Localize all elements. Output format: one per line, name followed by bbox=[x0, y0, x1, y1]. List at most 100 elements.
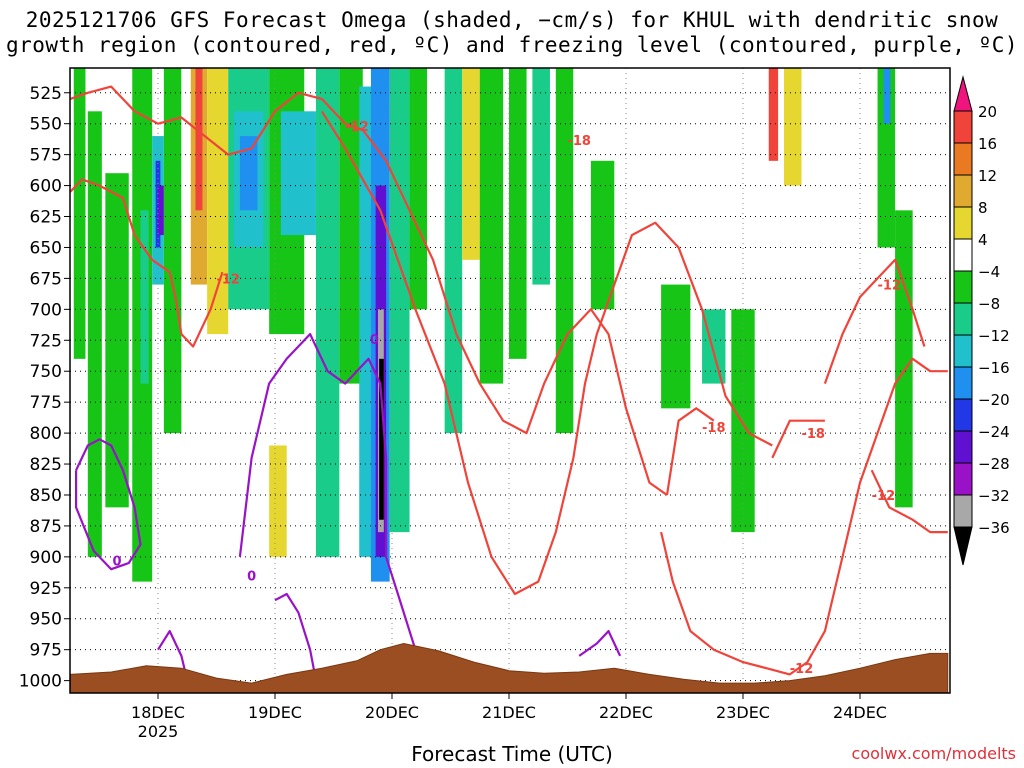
omega-cell bbox=[444, 68, 463, 434]
dgz-contour-label: -18 bbox=[567, 134, 591, 149]
chart-title-line1: 2025121706 GFS Forecast Omega (shaded, −… bbox=[25, 8, 999, 32]
y-tick-label: 750 bbox=[30, 362, 62, 382]
plot-frame bbox=[69, 67, 951, 694]
colorbar-label: 16 bbox=[978, 135, 997, 153]
colorbar-swatch bbox=[953, 174, 973, 208]
x-axis-label: Forecast Time (UTC) bbox=[411, 742, 613, 766]
x-tick-label: 20DEC bbox=[365, 703, 419, 722]
omega-cell bbox=[280, 111, 316, 236]
omega-cell bbox=[73, 68, 86, 359]
dgz-contour-label: -12 bbox=[872, 489, 896, 504]
colorbar-swatch bbox=[953, 238, 973, 272]
y-tick-label: 525 bbox=[30, 84, 62, 104]
freezing-contour-line bbox=[238, 333, 429, 681]
omega-cell bbox=[768, 68, 779, 161]
freezing-contour-line bbox=[74, 438, 142, 571]
freezing-contour-label: 0 bbox=[247, 569, 256, 584]
omega-cell bbox=[195, 68, 203, 211]
omega-cell bbox=[158, 185, 164, 236]
y-tick-label: 925 bbox=[30, 579, 62, 599]
omega-cell bbox=[379, 358, 384, 520]
dgz-contours: -12 -12 -18 -18 -18 -12 -12 -12 bbox=[70, 85, 948, 677]
y-tick-label: 625 bbox=[30, 208, 62, 228]
freezing-level-contours: 0 0 0 bbox=[74, 333, 622, 681]
y-tick-label: 950 bbox=[30, 610, 62, 630]
colorbar-label: 8 bbox=[978, 199, 988, 217]
x-tick-sublabel: 2025 bbox=[138, 722, 179, 741]
y-tick-label: 550 bbox=[30, 115, 62, 135]
omega-cell bbox=[509, 68, 527, 359]
dgz-contour-line bbox=[870, 469, 948, 534]
omega-cell bbox=[140, 210, 149, 384]
omega-cell bbox=[315, 68, 340, 557]
y-tick-label: 1000 bbox=[19, 672, 62, 692]
dgz-contour-line bbox=[771, 419, 825, 459]
colorbar-label: 20 bbox=[978, 103, 997, 121]
dgz-contour-line bbox=[70, 178, 224, 348]
chart-title-line2: growth region (contoured, red, ºC) and f… bbox=[5, 33, 1019, 57]
omega-cell bbox=[479, 68, 504, 384]
omega-cell bbox=[877, 68, 896, 248]
colorbar-swatch bbox=[953, 206, 973, 240]
colorbar-label: −12 bbox=[978, 327, 1010, 345]
x-tick-label: 18DEC bbox=[131, 703, 185, 722]
colorbar-label: 4 bbox=[978, 231, 988, 249]
dgz-contour-label: -12 bbox=[216, 272, 240, 287]
colorbar-label: −36 bbox=[978, 519, 1010, 537]
freezing-contour-label: 0 bbox=[370, 333, 379, 348]
colorbar-swatch bbox=[953, 494, 973, 528]
omega-cell bbox=[590, 160, 615, 310]
x-tick-label: 22DEC bbox=[599, 703, 653, 722]
omega-cell bbox=[573, 68, 591, 211]
colorbar-label: −28 bbox=[978, 455, 1010, 473]
colorbar-swatch bbox=[953, 110, 973, 144]
y-tick-label: 975 bbox=[30, 641, 62, 661]
freezing-contour-line bbox=[157, 629, 189, 681]
colorbar-swatch bbox=[953, 302, 973, 336]
omega-cell bbox=[193, 309, 199, 520]
colorbar-swatch bbox=[953, 334, 973, 368]
colorbar-label: −16 bbox=[978, 359, 1010, 377]
x-tick-label: 21DEC bbox=[482, 703, 536, 722]
omega-cell bbox=[783, 68, 802, 186]
colorbar-label: −32 bbox=[978, 487, 1010, 505]
omega-cell bbox=[731, 309, 755, 533]
dgz-contour-label: -18 bbox=[801, 427, 825, 442]
y-tick-label: 725 bbox=[30, 331, 62, 351]
colorbar-swatch bbox=[953, 366, 973, 400]
colorbar-bottom-arrow bbox=[953, 526, 973, 566]
omega-cell bbox=[883, 68, 891, 124]
y-tick-label: 775 bbox=[30, 393, 62, 413]
dgz-contour-line bbox=[665, 407, 715, 496]
omega-shading bbox=[73, 68, 913, 650]
omega-cell bbox=[409, 68, 428, 310]
y-tick-label: 575 bbox=[30, 146, 62, 166]
omega-cell bbox=[181, 68, 191, 211]
omega-cell bbox=[462, 68, 480, 260]
credit-link[interactable]: coolwx.com/modelts bbox=[851, 744, 1016, 763]
colorbar-swatch bbox=[953, 142, 973, 176]
colorbar-label: −4 bbox=[978, 263, 1000, 281]
omega-cell bbox=[87, 111, 102, 557]
y-tick-label: 650 bbox=[30, 238, 62, 258]
y-tick-label: 900 bbox=[30, 548, 62, 568]
omega-cell bbox=[555, 68, 574, 434]
y-tick-label: 800 bbox=[30, 424, 62, 444]
dgz-contour-line bbox=[660, 357, 948, 676]
omega-cell bbox=[427, 68, 445, 236]
terrain-fill bbox=[70, 642, 949, 693]
omega-cell bbox=[207, 68, 229, 335]
omega-cell bbox=[895, 210, 913, 508]
dgz-contour-label: -12 bbox=[878, 279, 902, 294]
dgz-contour-label: -12 bbox=[790, 662, 814, 677]
colorbar-swatch bbox=[953, 398, 973, 432]
freezing-contour-line bbox=[274, 592, 318, 681]
omega-cell bbox=[239, 136, 258, 211]
y-tick-label: 700 bbox=[30, 300, 62, 320]
dgz-contour-line bbox=[70, 85, 668, 496]
omega-cell bbox=[163, 68, 182, 434]
y-tick-label: 675 bbox=[30, 269, 62, 289]
omega-cell bbox=[359, 86, 375, 557]
y-tick-label: 850 bbox=[30, 486, 62, 506]
